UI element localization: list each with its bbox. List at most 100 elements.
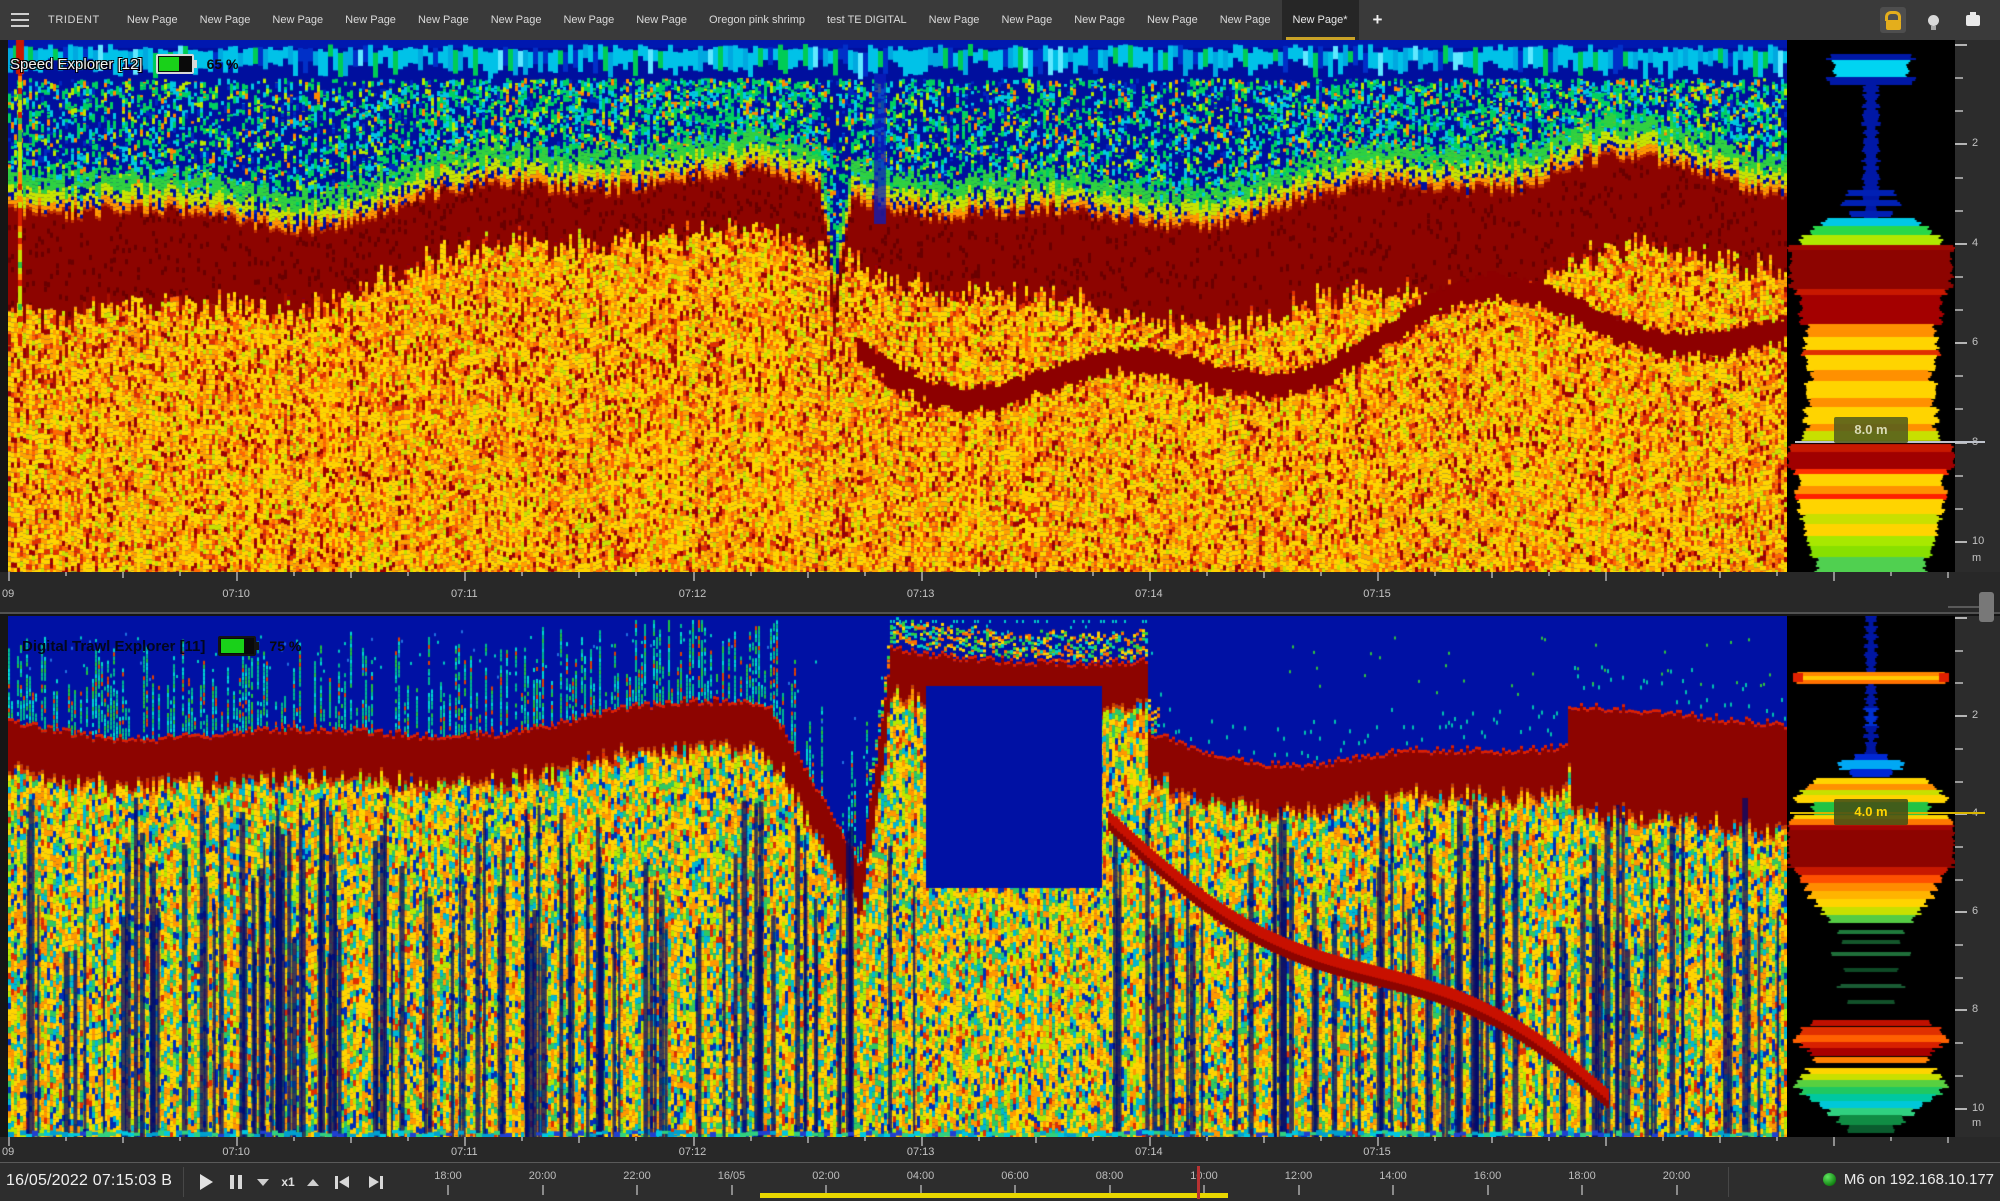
history-tick	[636, 1185, 638, 1195]
time-tick	[1833, 572, 1836, 581]
tab-test-te-digital-9[interactable]: test TE DIGITAL	[827, 14, 907, 26]
screen-icon[interactable]	[1960, 7, 1986, 33]
time-tick-label: 07:10	[222, 588, 250, 600]
skip-start-button[interactable]	[328, 1163, 356, 1201]
history-time-label: 04:00	[906, 1170, 935, 1182]
time-tick	[1148, 572, 1151, 581]
lock-icon[interactable]	[1880, 7, 1906, 33]
add-tab-button[interactable]: +	[1372, 10, 1383, 29]
history-time-label: 08:00	[1095, 1170, 1124, 1182]
play-button[interactable]	[192, 1163, 220, 1201]
time-tick	[407, 1137, 410, 1141]
speed-echogram[interactable]	[8, 40, 1787, 572]
tab-new-page-13[interactable]: New Page	[1146, 14, 1198, 26]
splitter-handle[interactable]	[1979, 592, 1994, 622]
history-tick	[1486, 1185, 1489, 1195]
timeline-playhead[interactable]	[1197, 1166, 1200, 1199]
speed-battery-icon	[155, 54, 197, 74]
speed-depth-scale: 246810m	[1955, 40, 2000, 572]
history-timeline[interactable]: 18:00 20:00 22:00 16/05 02:00 04:00 06:00 08:00…	[430, 1163, 1725, 1201]
tab-strip: New Page New Page New Page New Page New Page…	[116, 0, 1359, 40]
trawl-ascope-echogram[interactable]	[1787, 616, 1955, 1137]
trawl-depth-scale: 246810m	[1955, 616, 2000, 1137]
time-tick	[863, 1137, 866, 1141]
time-tick	[1034, 1137, 1037, 1143]
skip-end-button[interactable]	[362, 1163, 390, 1201]
history-tick	[541, 1185, 544, 1195]
time-tick	[1719, 572, 1722, 578]
depth-tick	[1955, 110, 1963, 113]
slower-button[interactable]	[252, 1163, 274, 1201]
depth-unit-label: m	[1972, 1117, 1982, 1129]
depth-tick	[1955, 375, 1963, 378]
depth-tick	[1955, 682, 1963, 685]
speed-multiplier-button[interactable]: x1	[281, 1175, 295, 1189]
bulb-icon[interactable]	[1920, 7, 1946, 33]
tab-new-page-1[interactable]: New Page	[199, 14, 251, 26]
tab-new-page-14[interactable]: New Page	[1219, 14, 1271, 26]
tab-new-page-7[interactable]: New Page	[636, 14, 687, 26]
datetime-label: 16/05/2022 07:15:03 B	[6, 1172, 173, 1189]
tab-new-page-5[interactable]: New Page	[490, 14, 542, 26]
tab-new-page-4[interactable]: New Page	[417, 14, 469, 26]
history-time-label: 18:00	[1568, 1170, 1596, 1182]
time-tick	[1662, 572, 1665, 576]
time-tick	[179, 1137, 182, 1141]
trawl-panel-title: Digital Trawl Explorer [11]	[22, 637, 206, 655]
tab-new-page--15[interactable]: New Page*	[1281, 0, 1359, 40]
history-tick	[447, 1185, 449, 1195]
history-time-label: 06:00	[1001, 1170, 1029, 1182]
depth-tick	[1955, 176, 1963, 179]
time-tick	[578, 1137, 581, 1143]
time-tick-label: 07:14	[1135, 1146, 1163, 1158]
tab-new-page-2[interactable]: New Page	[272, 14, 324, 26]
depth-tick	[1955, 976, 1963, 979]
history-tick	[1297, 1185, 1300, 1195]
faster-button[interactable]	[302, 1163, 324, 1201]
time-tick	[1377, 572, 1379, 581]
depth-tick	[1955, 242, 1967, 245]
hamburger-menu-icon[interactable]	[0, 0, 40, 40]
time-tick	[1947, 572, 1950, 578]
time-tick	[1034, 572, 1037, 578]
time-tick	[1377, 1137, 1379, 1146]
time-tick	[806, 572, 809, 578]
tab-new-page-10[interactable]: New Page	[928, 14, 980, 26]
tab-new-page-0[interactable]: New Page	[126, 14, 178, 26]
trawl-battery-icon	[218, 636, 260, 656]
speed-ascope-echogram[interactable]	[1787, 40, 1955, 572]
history-time-label: 20:00	[528, 1170, 557, 1182]
time-tick	[293, 1137, 296, 1141]
history-tick	[825, 1185, 827, 1195]
time-tick-label: 07:13	[906, 588, 935, 600]
speed-time-axis: 09 07:10 07:11 07:12 07:13 07:14 07:15	[0, 572, 2000, 612]
depth-tick	[1955, 408, 1963, 411]
time-tick	[65, 572, 68, 576]
tab-new-page-11[interactable]: New Page	[1001, 14, 1053, 26]
speed-explorer-panel: 246810m Speed Explorer [12] 65 %	[0, 40, 2000, 572]
tab-new-page-6[interactable]: New Page	[563, 14, 615, 26]
speed-depth-marker-label: 8.0 m	[1834, 417, 1908, 443]
history-time-label: 14:00	[1379, 1170, 1407, 1182]
depth-tick	[1955, 275, 1963, 278]
depth-tick-label: 2	[1972, 137, 1979, 150]
history-tick	[919, 1185, 922, 1195]
tab-oregon-pink-shrimp-8[interactable]: Oregon pink shrimp	[709, 14, 805, 26]
time-tick	[1205, 1137, 1208, 1141]
pause-button[interactable]	[224, 1163, 248, 1201]
history-time-label: 16:00	[1473, 1170, 1502, 1182]
time-tick	[692, 1137, 695, 1146]
time-tick-label: 07:15	[1363, 1146, 1391, 1158]
history-time-label: 10:00	[1190, 1170, 1218, 1182]
trawl-echogram[interactable]	[8, 616, 1787, 1137]
depth-tick	[1955, 1042, 1963, 1045]
time-tick	[977, 572, 980, 576]
history-tick	[730, 1185, 733, 1195]
history-time-label: 18:00	[434, 1170, 462, 1182]
tab-new-page-3[interactable]: New Page	[345, 14, 396, 26]
depth-tick	[1955, 747, 1963, 750]
time-tick	[350, 1137, 353, 1143]
time-tick	[122, 1137, 125, 1143]
tab-new-page-12[interactable]: New Page	[1074, 14, 1125, 26]
